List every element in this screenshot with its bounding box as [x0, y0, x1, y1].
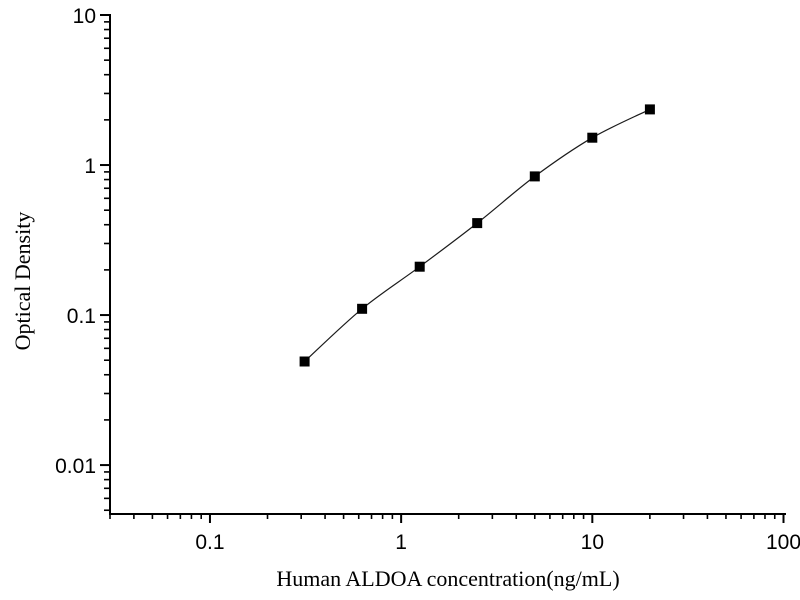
- data-point-marker: [587, 132, 598, 143]
- standard-curve-line: [304, 108, 651, 362]
- x-tick-label: 0.1: [195, 531, 224, 554]
- y-axis-title: Optical Density: [10, 212, 35, 351]
- data-series: [299, 104, 655, 367]
- data-point-marker: [644, 104, 655, 115]
- axis-ticks: [100, 14, 785, 523]
- x-tick-label: 100: [766, 531, 800, 554]
- x-tick-label: 1: [395, 531, 407, 554]
- y-tick-label: 0.1: [67, 305, 96, 328]
- axes: [109, 14, 786, 515]
- x-axis-title: Human ALDOA concentration(ng/mL): [276, 566, 619, 591]
- data-point-marker: [357, 303, 368, 314]
- y-tick-label: 1: [84, 155, 96, 178]
- plot-area: 0.1 1 10 100 0.01 0.1 1 10: [55, 5, 800, 554]
- data-point-marker: [472, 218, 483, 229]
- tick-labels: 0.1 1 10 100 0.01 0.1 1 10: [55, 5, 800, 554]
- y-tick-label: 0.01: [55, 455, 96, 478]
- data-point-marker: [299, 356, 310, 367]
- data-point-marker: [529, 171, 540, 182]
- data-point-marker: [414, 261, 425, 272]
- y-tick-label: 10: [73, 5, 96, 28]
- x-tick-label: 10: [581, 531, 604, 554]
